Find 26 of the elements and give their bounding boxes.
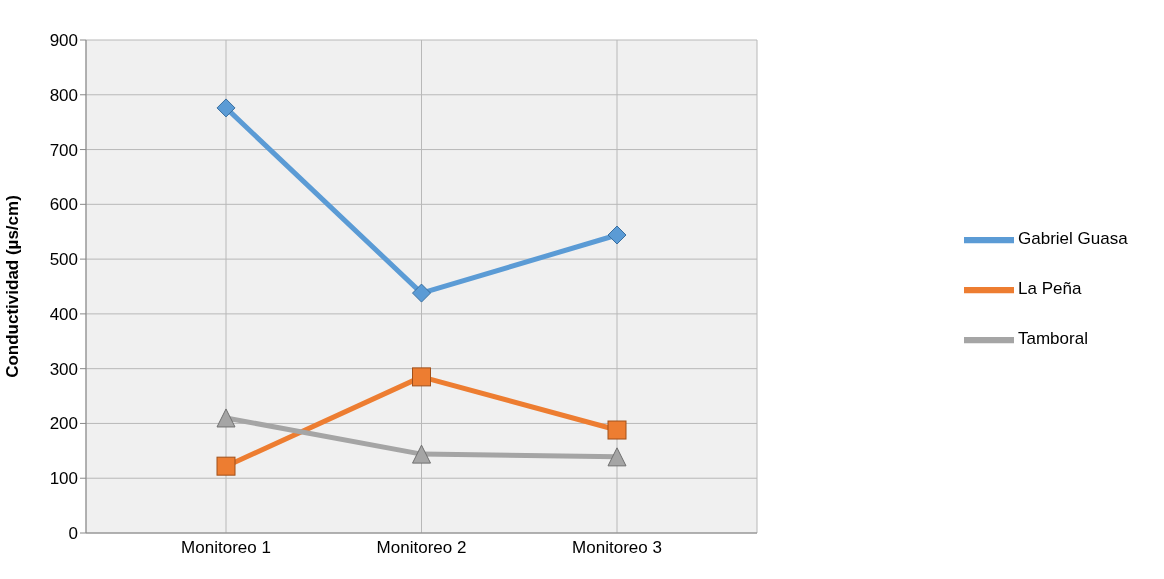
point xyxy=(412,367,431,387)
y-tick-label: 0 xyxy=(68,524,78,544)
y-tick-label: 600 xyxy=(49,195,78,215)
point xyxy=(607,447,627,467)
y-tick-label: 100 xyxy=(49,469,78,489)
point xyxy=(216,98,236,118)
point xyxy=(216,456,236,476)
point xyxy=(607,420,627,440)
y-tick-label: 500 xyxy=(49,250,78,270)
legend-label: La Peña xyxy=(1018,278,1082,298)
legend-label: Tamboral xyxy=(1018,328,1088,348)
point xyxy=(216,408,236,428)
x-tick-label: Monitoreo 3 xyxy=(572,538,662,558)
y-tick-label: 800 xyxy=(49,85,78,105)
x-tick-label: Monitoreo 2 xyxy=(376,538,467,558)
y-axis-title: Conductividad (µs/cm) xyxy=(3,195,23,378)
y-tick-label: 200 xyxy=(49,414,78,434)
point xyxy=(412,283,431,303)
point xyxy=(412,444,431,464)
x-tick-label: Monitoreo 1 xyxy=(181,538,271,558)
y-tick-label: 300 xyxy=(49,359,78,379)
y-tick-label: 400 xyxy=(49,304,78,324)
legend-label: Gabriel Guasa xyxy=(1018,228,1128,248)
y-tick-label: 700 xyxy=(49,140,78,160)
y-tick-label: 900 xyxy=(49,31,78,51)
point xyxy=(607,225,627,245)
